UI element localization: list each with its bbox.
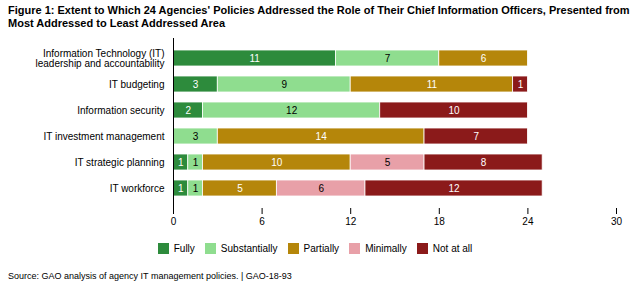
svg-text:6: 6 xyxy=(481,53,487,64)
svg-text:5: 5 xyxy=(237,183,243,194)
svg-text:6: 6 xyxy=(318,183,324,194)
svg-text:18: 18 xyxy=(434,216,446,227)
svg-text:12: 12 xyxy=(449,183,461,194)
svg-text:0: 0 xyxy=(171,216,177,227)
svg-text:30: 30 xyxy=(611,216,623,227)
html-text:Substantially: Substantially xyxy=(220,243,278,254)
svg-text:1: 1 xyxy=(178,157,184,168)
svg-text:1: 1 xyxy=(193,157,199,168)
html-text:Not at all: Not at all xyxy=(432,243,473,254)
html-text:Partially: Partially xyxy=(303,243,340,254)
html-text:Fully: Fully xyxy=(173,243,195,254)
svg-text:IT strategic planning: IT strategic planning xyxy=(75,157,165,168)
html-text:Minimally: Minimally xyxy=(365,243,407,254)
svg-text:12: 12 xyxy=(286,105,298,116)
svg-text:3: 3 xyxy=(193,79,199,90)
svg-text:2: 2 xyxy=(185,105,191,116)
svg-text:8: 8 xyxy=(481,157,487,168)
svg-text:1: 1 xyxy=(518,79,524,90)
svg-text:Information security: Information security xyxy=(77,105,164,116)
svg-text:9: 9 xyxy=(281,79,287,90)
svg-text:12: 12 xyxy=(345,216,357,227)
svg-text:6: 6 xyxy=(259,216,265,227)
svg-text:7: 7 xyxy=(473,131,479,142)
svg-text:10: 10 xyxy=(271,157,283,168)
svg-text:IT investment management: IT investment management xyxy=(44,131,165,142)
svg-text:IT workforce: IT workforce xyxy=(110,183,165,194)
svg-text:IT budgeting: IT budgeting xyxy=(109,79,164,90)
svg-text:3: 3 xyxy=(193,131,199,142)
svg-text:11: 11 xyxy=(250,53,261,64)
svg-text:24: 24 xyxy=(522,216,534,227)
html-text:Source: GAO analysis of agency: Source: GAO analysis of agency IT manage… xyxy=(8,271,292,281)
svg-text:Information Technology (IT)lea: Information Technology (IT)leadership an… xyxy=(36,48,165,69)
svg-text:11: 11 xyxy=(427,79,438,90)
svg-text:10: 10 xyxy=(449,105,461,116)
svg-text:1: 1 xyxy=(178,183,184,194)
svg-text:5: 5 xyxy=(385,157,391,168)
svg-text:1: 1 xyxy=(193,183,199,194)
svg-text:7: 7 xyxy=(385,53,391,64)
svg-text:14: 14 xyxy=(316,131,328,142)
html-text:Figure 1: Extent to Which 24 A: Figure 1: Extent to Which 24 Agencies' P… xyxy=(8,4,630,29)
